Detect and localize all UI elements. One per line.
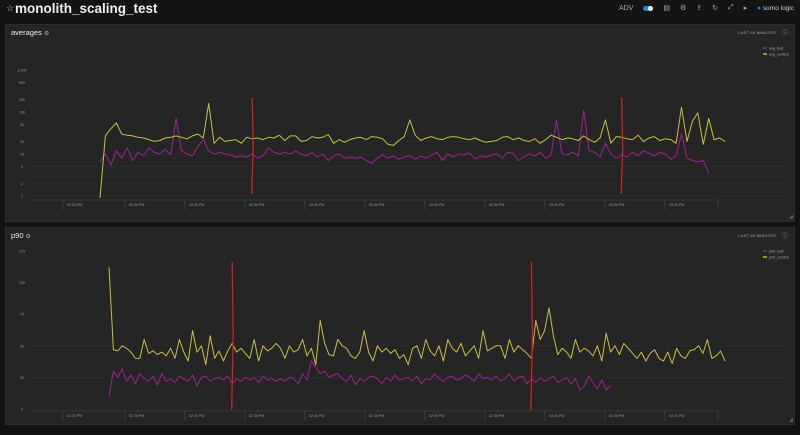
- y-tick-label: 2: [21, 182, 23, 186]
- y-tick-label: 200: [19, 98, 25, 102]
- panel-p90: p90 ⚙ LAST 60 MINUTES ⓘ 0 25 50 75 100 125 02:2…: [5, 227, 795, 425]
- marker-line: [251, 97, 254, 195]
- y-tick-label: 100: [19, 281, 25, 285]
- y-tick-label: 25: [20, 376, 24, 380]
- y-tick-label: 0: [21, 408, 23, 412]
- x-tick-label: 02:55 PM: [489, 203, 504, 207]
- info-icon[interactable]: ⓘ: [781, 234, 788, 240]
- toolbar: ADV ▤ ⚙ ⇪ ↻ ⤢ ▸ ● sumo logic: [619, 4, 794, 12]
- layout-icon[interactable]: ▤: [663, 5, 671, 12]
- averages-chart: 1 2 5 10 20 50 100 200 500 1,000 02:20 PM 02:25 PM 0…: [18, 46, 789, 210]
- refresh-icon[interactable]: ↻: [712, 5, 719, 12]
- y-tick-label: 5: [21, 165, 23, 169]
- resize-handle-icon[interactable]: ◢: [789, 214, 793, 220]
- y-tick-label: 500: [19, 81, 25, 85]
- p90-chart: 0 25 50 75 100 125 02:20 PM 02:25 PM 02:30 PM 02:…: [19, 249, 789, 421]
- legend-label[interactable]: p90_control: [769, 255, 789, 259]
- x-tick-label: 03:10 PM: [669, 414, 684, 418]
- panel-gear-icon[interactable]: ⚙: [25, 234, 31, 240]
- panel-averages: averages ⚙ LAST 60 MINUTES ⓘ 1 2 5 10 20 50 100…: [5, 24, 795, 222]
- series-line-avg_control: [99, 102, 726, 198]
- x-tick-label: 03:05 PM: [609, 203, 624, 207]
- y-tick-label: 125: [19, 250, 25, 254]
- sumo-logo: ● sumo logic: [757, 4, 794, 12]
- dashboard-title: monolith_scaling_test: [15, 1, 158, 16]
- x-tick-label: 02:50 PM: [429, 203, 444, 207]
- series-line-p90_test: [108, 360, 611, 397]
- dashboard-header: ☆ monolith_scaling_test ADV ▤ ⚙ ⇪ ↻ ⤢ ▸ …: [0, 0, 800, 20]
- x-tick-label: 02:25 PM: [129, 203, 144, 207]
- x-tick-label: 03:00 PM: [549, 203, 564, 207]
- marker-line: [231, 261, 234, 411]
- marker-line: [620, 97, 624, 195]
- live-icon[interactable]: ▸: [743, 5, 748, 12]
- x-tick-label: 02:50 PM: [429, 414, 444, 418]
- x-tick-label: 03:00 PM: [549, 414, 564, 418]
- x-tick-label: 02:55 PM: [489, 414, 504, 418]
- x-tick-label: 03:10 PM: [669, 203, 684, 207]
- star-icon[interactable]: ☆: [6, 3, 15, 13]
- x-tick-label: 02:40 PM: [309, 203, 324, 207]
- x-tick-label: 02:20 PM: [67, 414, 82, 418]
- x-tick-label: 02:20 PM: [67, 203, 82, 207]
- x-tick-label: 02:35 PM: [249, 414, 264, 418]
- fullscreen-icon[interactable]: ⤢: [728, 4, 734, 11]
- x-tick-label: 02:30 PM: [189, 414, 204, 418]
- x-tick-label: 02:25 PM: [129, 414, 144, 418]
- x-tick-label: 02:45 PM: [369, 414, 384, 418]
- legend-label[interactable]: avg_test: [769, 46, 784, 50]
- time-range-label[interactable]: LAST 60 MINUTES: [738, 30, 776, 35]
- info-icon[interactable]: ⓘ: [781, 31, 788, 37]
- legend-label[interactable]: p90_test: [769, 249, 785, 253]
- advanced-toggle-label: ADV: [618, 4, 634, 12]
- x-tick-label: 03:05 PM: [609, 414, 624, 418]
- series-line-p90_control: [108, 267, 726, 366]
- y-tick-label: 10: [20, 153, 24, 157]
- x-tick-label: 02:35 PM: [249, 203, 264, 207]
- panel-title: p90 ⚙: [11, 231, 31, 240]
- panel-gear-icon[interactable]: ⚙: [43, 31, 50, 37]
- y-tick-label: 20: [20, 140, 24, 144]
- y-tick-label: 1: [21, 195, 23, 199]
- marker-line: [530, 261, 534, 411]
- share-icon[interactable]: ⇪: [696, 5, 703, 12]
- time-range-label[interactable]: LAST 60 MINUTES: [738, 233, 776, 238]
- x-tick-label: 02:45 PM: [369, 203, 384, 207]
- y-tick-label: 1,000: [18, 69, 27, 73]
- x-tick-label: 02:30 PM: [189, 203, 204, 207]
- x-tick-label: 02:40 PM: [309, 414, 324, 418]
- y-tick-label: 50: [20, 344, 24, 348]
- y-tick-label: 100: [19, 111, 25, 115]
- advanced-toggle[interactable]: [643, 5, 654, 11]
- y-tick-label: 50: [20, 123, 24, 127]
- legend-label[interactable]: avg_control: [769, 52, 789, 56]
- gear-icon[interactable]: ⚙: [680, 5, 687, 12]
- resize-handle-icon[interactable]: ◢: [789, 417, 793, 423]
- y-tick-label: 75: [20, 313, 24, 317]
- series-line-avg_test: [99, 109, 710, 174]
- panel-title: averages ⚙: [11, 28, 50, 37]
